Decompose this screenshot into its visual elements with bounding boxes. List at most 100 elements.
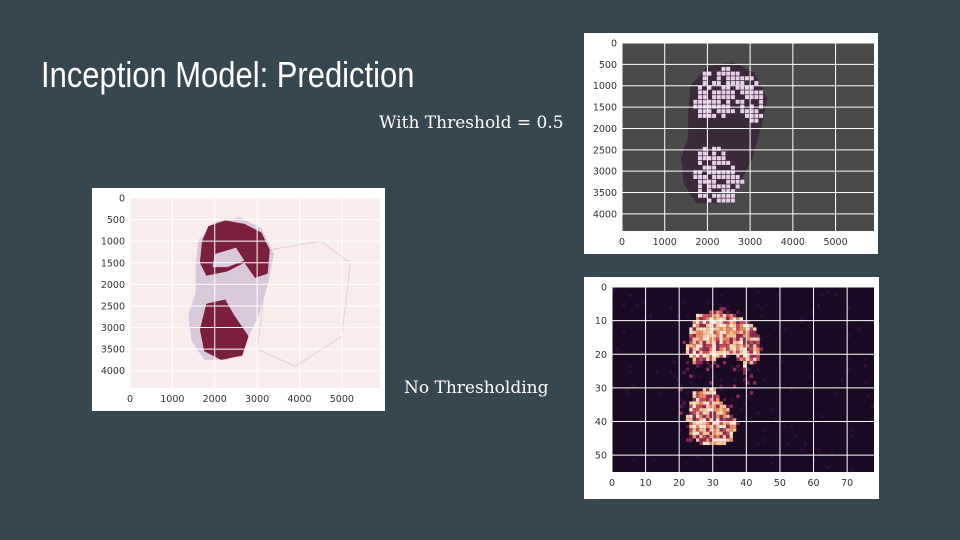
heatmap-cell: [732, 340, 737, 345]
heatmap-cell: [702, 337, 707, 341]
heatmap-cell: [699, 391, 703, 395]
heatmap-cell: [847, 307, 851, 311]
threshold-cell: [698, 95, 702, 100]
heatmap-cell: [696, 391, 700, 395]
heatmap-cell: [689, 340, 693, 345]
heatmap-cell: [779, 361, 784, 365]
heatmap-cell: [706, 354, 710, 358]
heatmap-cell: [753, 330, 757, 335]
heatmap-xtick-label: 70: [841, 478, 853, 489]
heatmap-cell: [712, 441, 717, 446]
threshold-cell: [712, 95, 717, 100]
heatmap-cell: [736, 350, 740, 355]
heatmap-cell: [669, 371, 673, 375]
heatmap-cell: [712, 387, 717, 392]
heatmap-xtick-label: 0: [609, 478, 615, 489]
heatmap-cell: [726, 350, 730, 355]
heatmap-cell: [689, 374, 693, 378]
heatmap-cell: [743, 354, 747, 358]
heatmap-cell: [776, 293, 780, 298]
heatmap-cell: [696, 337, 700, 341]
heatmap-cell: [719, 340, 723, 345]
heatmap-cell: [722, 411, 727, 415]
heatmap-cell: [706, 324, 710, 328]
overlay-xtick-label: 5000: [330, 394, 354, 405]
heatmap-cell: [712, 361, 717, 365]
threshold-cell: [716, 99, 721, 104]
threshold-cell: [754, 90, 759, 95]
heatmap-cell: [716, 398, 720, 402]
threshold-cell: [702, 90, 707, 95]
threshold-cell: [730, 179, 735, 184]
threshold-cell: [735, 85, 740, 90]
heatmap-cell: [743, 381, 747, 385]
caption-threshold: With Threshold = 0.5: [379, 113, 564, 133]
heatmap-cell: [722, 337, 727, 341]
heatmap-cell: [719, 435, 723, 439]
heatmap-cell: [719, 320, 723, 324]
threshold-cell: [716, 175, 721, 179]
heatmap-cell: [699, 421, 703, 425]
heatmap-cell: [719, 414, 723, 419]
heatmap-cell: [706, 347, 710, 351]
heatmap-cell: [732, 337, 737, 341]
heatmap-cell: [722, 414, 727, 419]
threshold-cell: [707, 165, 712, 170]
heatmap-cell: [712, 354, 717, 358]
threshold-cell: [702, 99, 707, 104]
heatmap-cell: [743, 377, 747, 382]
heatmap-cell: [800, 448, 804, 452]
threshold-cell: [740, 179, 745, 184]
heatmap-cell: [689, 431, 693, 435]
heatmap-cell: [696, 354, 700, 358]
heatmap-cell: [790, 387, 794, 392]
heatmap-cell: [847, 357, 851, 361]
heatmap-cell: [712, 421, 717, 425]
heatmap-cell: [749, 340, 754, 345]
heatmap-cell: [706, 394, 710, 398]
heatmap-cell: [790, 424, 794, 429]
threshold-cell: [716, 198, 721, 203]
threshold-cell: [749, 85, 754, 90]
heatmap-cell: [753, 357, 757, 361]
heatmap-cell: [696, 414, 700, 419]
heatmap-cell: [709, 411, 713, 415]
threshold-cell: [726, 170, 731, 175]
heatmap-cell: [736, 357, 740, 361]
heatmap-cell: [732, 428, 737, 432]
heatmap-cell: [706, 431, 710, 435]
threshold-cell: [730, 189, 735, 194]
threshold-cell: [745, 113, 749, 118]
threshold-cell: [730, 90, 735, 95]
heatmap-cell: [692, 344, 696, 348]
heatmap-cell: [729, 334, 733, 338]
heatmap-cell: [719, 441, 723, 446]
heatmap-cell: [696, 421, 700, 425]
heatmap-cell: [712, 438, 717, 442]
heatmap-cell: [749, 374, 754, 378]
heatmap-cell: [706, 404, 710, 409]
threshold-cell: [754, 95, 759, 100]
heatmap-cell: [628, 371, 633, 375]
heatmap-cell: [696, 340, 700, 345]
heatmap-cell: [625, 387, 629, 392]
threshold-cell: [726, 85, 731, 90]
heatmap-cell: [689, 327, 693, 331]
heatmap-cell: [702, 438, 707, 442]
heatmap-cell: [702, 411, 707, 415]
heatmap-cell: [702, 354, 707, 358]
heatmap-cell: [743, 361, 747, 365]
heatmap-cell: [736, 344, 740, 348]
threshold-cell: [726, 66, 731, 71]
heatmap-cell: [716, 317, 720, 321]
threshold-cell: [745, 85, 749, 90]
heatmap-cell: [833, 293, 838, 298]
heatmap-cell: [722, 361, 727, 365]
heatmap-cell: [675, 377, 680, 382]
heatmap-cell: [729, 424, 733, 429]
heatmap-cell: [729, 431, 733, 435]
overlay-plot: 0 1000 2000 3000 4000 5000 0 500 1000 1500 2000 250…: [101, 194, 380, 405]
heatmap-cell: [655, 371, 660, 375]
heatmap-cell: [722, 344, 727, 348]
heatmap-cell: [729, 414, 733, 419]
